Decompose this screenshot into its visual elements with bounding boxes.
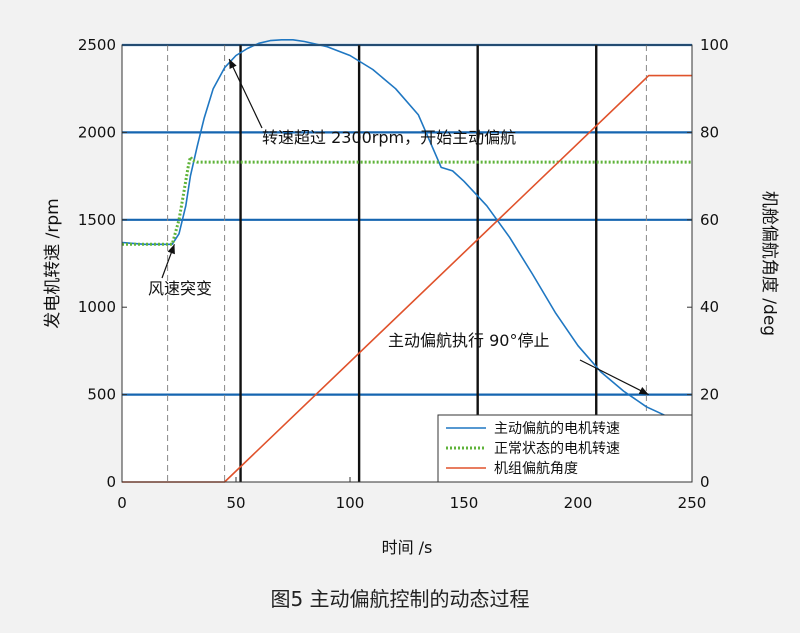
y-right-tick-label: 100	[700, 36, 729, 54]
y-left-tick-label: 2000	[78, 123, 116, 141]
annotation-label: 主动偏航执行 90°停止	[388, 331, 549, 350]
y-right-tick-label: 60	[700, 211, 719, 229]
annotation-label: 转速超过 2300rpm，开始主动偏航	[262, 128, 516, 147]
annotation-arrow-head-0	[229, 58, 237, 69]
legend-entry-label: 机组偏航角度	[494, 461, 578, 477]
annotation-arrow-head-2	[638, 386, 649, 395]
x-tick-label: 250	[678, 494, 707, 512]
y-left-tick-label: 2500	[78, 36, 116, 54]
y-left-tick-label: 500	[87, 386, 116, 404]
y-right-tick-label: 40	[700, 298, 719, 316]
y-left-axis-label: 发电机转速 /rpm	[43, 198, 63, 328]
y-left-tick-label: 1000	[78, 298, 116, 316]
annotation-arrow-head-1	[167, 244, 175, 255]
series-line-0	[121, 38, 693, 424]
legend-entry-label: 正常状态的电机转速	[494, 441, 620, 457]
annotation-arrow-line-0	[228, 58, 263, 129]
x-tick-label: 0	[117, 494, 127, 512]
x-axis-label: 时间 /s	[382, 538, 433, 557]
x-tick-label: 150	[450, 494, 479, 512]
y-right-tick-label: 0	[700, 473, 710, 491]
y-left-tick-label: 0	[106, 473, 116, 491]
y-right-tick-label: 80	[700, 123, 719, 141]
y-left-tick-label: 1500	[78, 211, 116, 229]
legend-box	[437, 414, 693, 483]
annotation-label: 风速突变	[148, 279, 212, 298]
y-right-tick-label: 20	[700, 386, 719, 404]
x-tick-label: 100	[336, 494, 365, 512]
chart: 0 50 100 150 200 2500500100015002000250002040…	[43, 36, 779, 557]
figure-caption: 图5 主动偏航控制的动态过程	[270, 587, 530, 611]
y-right-axis-label: 机舱偏航角度 /deg	[759, 191, 779, 336]
x-tick-label: 200	[564, 494, 593, 512]
plot-frame	[121, 44, 693, 483]
legend-entry-label: 主动偏航的电机转速	[494, 421, 620, 437]
annotation-arrow-line-2	[579, 359, 649, 396]
x-tick-label: 50	[226, 494, 245, 512]
